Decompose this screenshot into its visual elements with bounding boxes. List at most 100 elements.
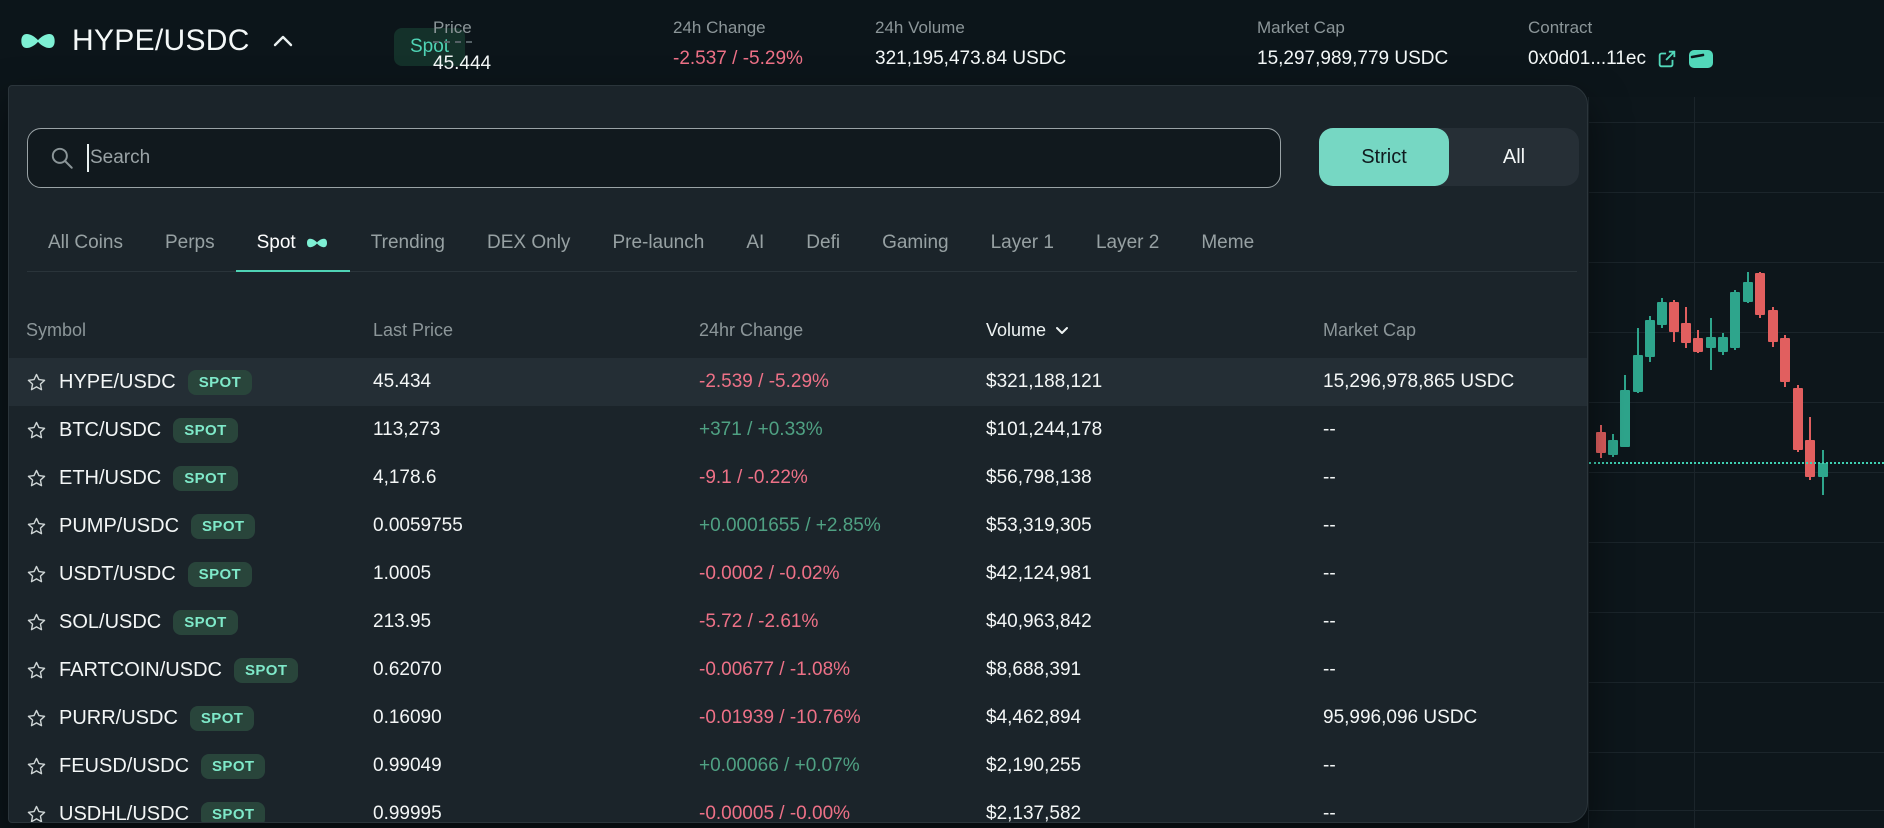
table-row[interactable]: HYPE/USDC SPOT 45.434 -2.539 / -5.29% $321,1… [9,358,1587,406]
candle-body [1633,355,1643,392]
stat-value: 321,195,473.84 USDC [875,48,1066,70]
table-row[interactable]: ETH/USDC SPOT 4,178.6 -9.1 / -0.22% $56,798,… [9,454,1587,502]
tab-all-coins[interactable]: All Coins [27,232,144,272]
strict-filter-button[interactable]: Strict [1319,128,1449,186]
hyperliquid-logo-icon [305,235,329,251]
symbol-cell: PUMP/USDC SPOT [26,513,373,539]
tab-spot[interactable]: Spot [235,232,350,272]
column-header-symbol: Symbol [26,320,373,341]
all-filter-button[interactable]: All [1502,145,1526,168]
volume-cell: $53,319,305 [986,515,1092,536]
search-filter-toggle: Strict All [1319,128,1579,186]
stat-value-text: 321,195,473.84 USDC [875,48,1067,69]
category-tabs: All Coins Perps Spot Trending DEX Only Pre-la… [27,222,1577,272]
volume-cell: $2,137,582 [986,803,1082,823]
hyperliquid-logo-icon [21,33,55,49]
table-row[interactable]: FARTCOIN/USDC SPOT 0.62070 -0.00677 / -1.08… [9,646,1587,694]
market-cap-cell: 95,996,096 USDC [1323,707,1478,728]
pair-selector[interactable]: HYPE/USDC [18,24,294,58]
spot-badge: SPOT [187,369,253,395]
chart-gridline-horizontal [1589,402,1884,403]
tab-dex-only[interactable]: DEX Only [466,232,591,272]
favorite-star-icon[interactable] [26,660,47,681]
last-price-cell: 0.99995 [373,803,442,823]
table-row[interactable]: USDT/USDC SPOT 1.0005 -0.0002 / -0.02% $42,1… [9,550,1587,598]
favorite-star-icon[interactable] [26,516,47,537]
column-header-label: Market Cap [1323,319,1417,340]
chart-gridline-horizontal [1589,472,1884,473]
symbol-label: PURR/USDC [59,706,178,729]
favorite-star-icon[interactable] [26,372,47,393]
stat-24h-volume: 24h Volume 321,195,473.84 USDC [875,18,1066,70]
volume-cell: $56,798,138 [986,467,1092,488]
favorite-star-icon[interactable] [26,756,47,777]
column-header-volume[interactable]: Volume [986,320,1323,341]
tab-defi[interactable]: Defi [785,232,861,272]
volume-cell: $101,244,178 [986,419,1103,440]
search-input[interactable] [27,128,1281,188]
stat-value-text: 15,297,989,779 USDC [1257,48,1449,69]
tab-layer-2[interactable]: Layer 2 [1075,232,1180,272]
table-row[interactable]: SOL/USDC SPOT 213.95 -5.72 / -2.61% $40,963,… [9,598,1587,646]
table-row[interactable]: BTC/USDC SPOT 113,273 +371 / +0.33% $101,244… [9,406,1587,454]
spot-badge: SPOT [187,561,253,587]
favorite-star-icon[interactable] [26,804,47,823]
candlestick-chart[interactable] [1588,97,1884,828]
stat-contract: Contract 0x0d01...11ec [1528,18,1714,70]
candle-body [1818,463,1828,477]
symbol-label: SOL/USDC [59,610,162,633]
candle-body [1693,338,1703,352]
tab-label: Layer 1 [990,232,1054,253]
column-header-label: Symbol [26,319,87,340]
table-row[interactable]: PURR/USDC SPOT 0.16090 -0.01939 / -10.76% $4… [9,694,1587,742]
wallet-icon[interactable] [1688,48,1714,70]
favorite-star-icon[interactable] [26,468,47,489]
tab-perps[interactable]: Perps [144,232,236,272]
favorite-star-icon[interactable] [26,420,47,441]
chart-gridline-horizontal [1589,612,1884,613]
table-row[interactable]: PUMP/USDC SPOT 0.0059755 +0.0001655 / +2.85… [9,502,1587,550]
candle-body [1743,282,1753,302]
stat-value-text: -2.537 / -5.29% [673,48,803,69]
tab-pre-launch[interactable]: Pre-launch [591,232,725,272]
change-cell: -9.1 / -0.22% [699,467,808,488]
tab-ai[interactable]: AI [725,232,785,272]
change-cell: -5.72 / -2.61% [699,611,819,632]
symbol-label: USDHL/USDC [59,802,190,823]
symbol-label: PUMP/USDC [59,514,180,537]
symbol-cell: SOL/USDC SPOT [26,609,373,635]
symbol-cell: FEUSD/USDC SPOT [26,753,373,779]
tab-label: DEX Only [487,232,571,253]
stat-value: 45.444 [433,53,491,75]
external-link-icon[interactable] [1656,48,1678,70]
tab-meme[interactable]: Meme [1180,232,1275,272]
candle-body [1681,323,1691,343]
row-grid: USDHL/USDC SPOT 0.99995 -0.00005 / -0.00% $2… [26,790,1569,823]
candle-body [1805,440,1815,477]
token-selector-panel: Strict All All Coins Perps Spot Trending DEX… [8,85,1588,823]
tab-gaming[interactable]: Gaming [861,232,970,272]
candle-body [1608,440,1618,455]
candle-body [1780,338,1790,382]
favorite-star-icon[interactable] [26,708,47,729]
change-cell: -0.0002 / -0.02% [699,563,840,584]
row-grid: USDT/USDC SPOT 1.0005 -0.0002 / -0.02% $42,1… [26,550,1569,598]
favorite-star-icon[interactable] [26,564,47,585]
chevron-up-icon [273,35,292,47]
tab-label: Gaming [882,232,949,253]
stat-label: Price [433,18,472,43]
column-header-label: Last Price [373,319,454,340]
table-row[interactable]: USDHL/USDC SPOT 0.99995 -0.00005 / -0.00% $2… [9,790,1587,823]
tab-trending[interactable]: Trending [350,232,466,272]
table-row[interactable]: FEUSD/USDC SPOT 0.99049 +0.00066 / +0.07% $2… [9,742,1587,790]
column-header-label: 24hr Change [699,319,804,340]
stat-value-text[interactable]: 0x0d01...11ec [1528,48,1646,69]
chart-gridline-horizontal [1589,122,1884,123]
volume-cell: $2,190,255 [986,755,1082,776]
tab-label: Perps [164,232,215,253]
row-grid: PURR/USDC SPOT 0.16090 -0.01939 / -10.76% $4… [26,694,1569,742]
last-price-cell: 1.0005 [373,563,432,584]
favorite-star-icon[interactable] [26,612,47,633]
market-type-badge: Spot [394,28,466,66]
tab-layer-1[interactable]: Layer 1 [970,232,1075,272]
